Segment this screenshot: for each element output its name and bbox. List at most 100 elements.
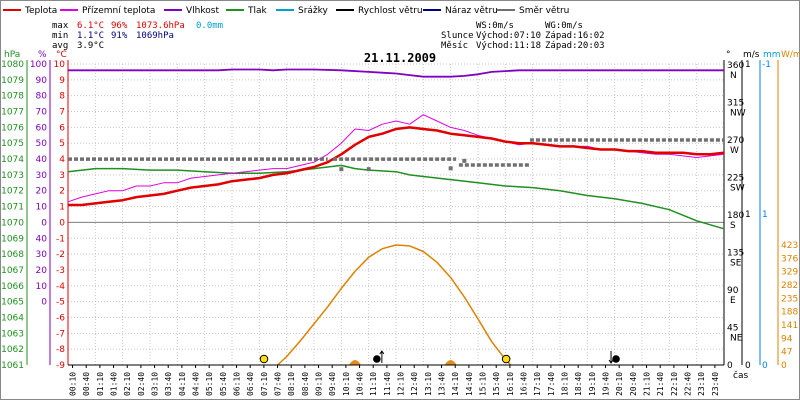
percent-tick: 20: [36, 266, 48, 276]
x-tick-label: 05:10: [205, 372, 214, 396]
cas-label: čas: [733, 370, 748, 381]
celsius-tick: -3: [56, 266, 65, 276]
percent-tick: 10: [36, 282, 48, 292]
stats-min-press: 1069hPa: [136, 31, 174, 41]
hpa-tick: 1071: [1, 203, 24, 213]
legend-label: Teplota: [24, 6, 57, 16]
x-tick-label: 10:10: [342, 372, 351, 396]
sun-tick: 141: [781, 321, 798, 331]
celsius-tick: 7: [59, 108, 65, 118]
hpa-tick: 1061: [1, 361, 24, 371]
dir-tick: 315: [727, 99, 744, 109]
celsius-tick: -5: [56, 298, 65, 308]
series-layer: [67, 68, 725, 366]
celsius-tick: 1: [59, 203, 65, 213]
sun-tick: 94: [781, 334, 793, 344]
percent-tick: 40: [36, 234, 48, 244]
x-tick-label: 10:40: [356, 372, 365, 396]
legend-label: Náraz větru: [445, 6, 498, 16]
percent-tick: 50: [36, 139, 48, 149]
legend-label: Rychlost větru: [358, 6, 423, 16]
x-tick-label: 04:40: [192, 372, 201, 396]
dir-compass: W: [730, 146, 739, 156]
x-tick-label: 16:40: [520, 372, 529, 396]
x-tick-label: 18:10: [561, 372, 570, 396]
moonrise-text: Východ:11:18: [476, 41, 541, 51]
hpa-tick: 1072: [1, 187, 24, 197]
dir-compass: SE: [730, 259, 742, 269]
celsius-tick: -9: [56, 361, 65, 371]
legend-label: Vlhkost: [186, 6, 219, 16]
celsius-tick: -8: [56, 345, 65, 355]
hpa-tick: 1063: [1, 329, 24, 339]
x-tick-label: 07:10: [260, 372, 269, 396]
percent-tick: 70: [36, 108, 48, 118]
wind-direction-dot: [448, 166, 453, 171]
stats-avg-label: avg: [52, 41, 68, 51]
legend-label: Srážky: [298, 6, 329, 16]
chart-title: 21.11.2009: [364, 51, 436, 65]
dir-tick: 135: [727, 249, 744, 259]
x-tick-label: 05:40: [219, 372, 228, 396]
x-tick-label: 15:10: [479, 372, 488, 396]
stats-max-precip: 0.0mm: [196, 21, 223, 31]
sun-marker-icon: [259, 354, 269, 364]
sun-label: Slunce: [441, 31, 474, 41]
sun-tick: 423: [781, 241, 798, 251]
wind-direction-dot: [339, 167, 344, 172]
deg-unit: °: [726, 50, 731, 60]
dir-compass: NE: [730, 334, 743, 344]
dir-compass: SW: [730, 184, 745, 194]
hpa-tick: 1062: [1, 345, 24, 355]
celsius-tick: -1: [56, 234, 65, 244]
percent-tick: 0: [41, 298, 47, 308]
hpa-tick: 1076: [1, 123, 24, 133]
x-tick-label: 12:10: [397, 372, 406, 396]
stats-min-label: min: [52, 31, 68, 41]
hpa-tick: 1070: [1, 218, 24, 228]
x-tick-label: 03:40: [164, 372, 173, 396]
celsius-tick: 3: [59, 171, 65, 181]
x-tick-label: 08:40: [301, 372, 310, 396]
x-tick-label: 11:40: [383, 372, 392, 396]
markers-layer: [259, 350, 620, 364]
x-tick-label: 00:10: [69, 372, 78, 396]
sunrise-text: Východ:07:10: [476, 31, 541, 41]
mm-tick: 1: [762, 210, 768, 220]
hpa-tick: 1069: [1, 234, 24, 244]
dir-compass: E: [730, 296, 736, 306]
x-tick-label: 03:10: [151, 372, 160, 396]
percent-tick: 10: [36, 203, 48, 213]
celsius-tick: -2: [56, 250, 65, 260]
hpa-tick: 1074: [1, 155, 24, 165]
precip-bump: [349, 360, 361, 365]
x-tick-label: 23:10: [697, 372, 706, 396]
x-tick-label: 13:40: [438, 372, 447, 396]
dir-compass: S: [730, 221, 736, 231]
series-humidity: [68, 68, 724, 78]
x-tick-label: 19:10: [588, 372, 597, 396]
percent-tick: 30: [36, 250, 48, 260]
ms-tick: 1: [745, 60, 751, 70]
celsius-tick: 6: [59, 123, 65, 133]
series-temperature: [68, 126, 725, 207]
x-tick-label: 21:40: [656, 372, 665, 396]
x-tick-label: 22:40: [684, 372, 693, 396]
celsius-tick: -6: [56, 313, 65, 323]
percent-tick: 30: [36, 171, 48, 181]
series-sun-radiation: [277, 244, 512, 366]
hpa-tick: 1079: [1, 76, 24, 86]
x-tick-label: 18:40: [574, 372, 583, 396]
hpa-tick: 1066: [1, 282, 24, 292]
stats-max-label: max: [52, 21, 69, 31]
x-tick-label: 11:10: [369, 372, 378, 396]
hpa-tick: 1068: [1, 250, 24, 260]
sun-tick: 376: [781, 254, 798, 264]
sun-tick: 329: [781, 268, 798, 278]
x-tick-label: 01:10: [96, 372, 105, 396]
celsius-tick: 0: [59, 218, 65, 228]
celsius-tick: -4: [56, 282, 65, 292]
mm-tick: 0: [762, 361, 768, 371]
celsius-unit: °C: [56, 50, 67, 60]
